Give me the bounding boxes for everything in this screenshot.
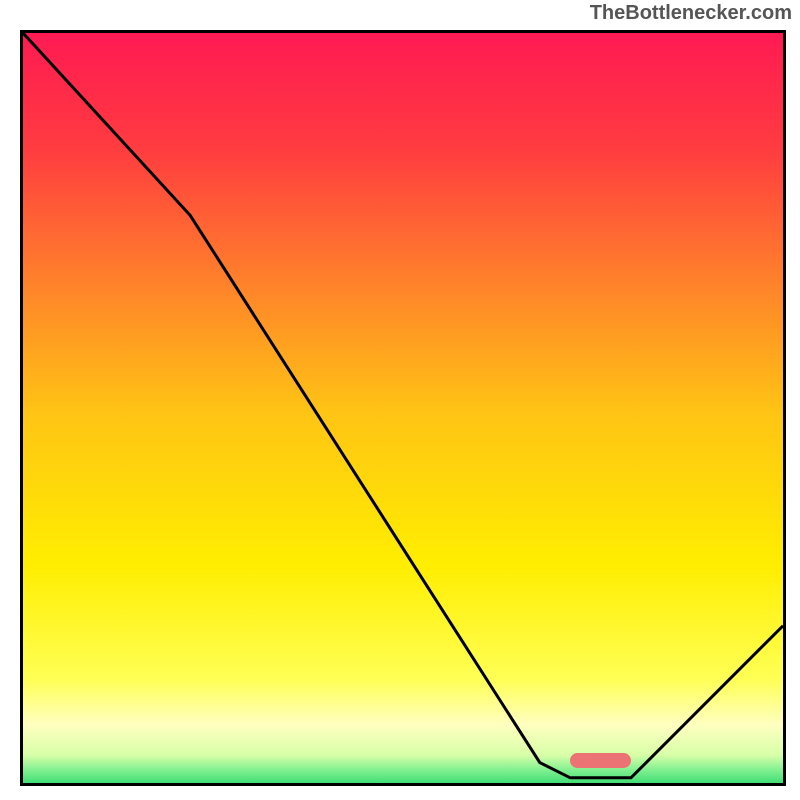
watermark-text: TheBottlenecker.com (590, 2, 792, 25)
chart-container: TheBottlenecker.com (0, 0, 800, 800)
optimal-marker (570, 753, 631, 768)
plot-area (20, 30, 786, 786)
background-gradient (23, 33, 783, 786)
